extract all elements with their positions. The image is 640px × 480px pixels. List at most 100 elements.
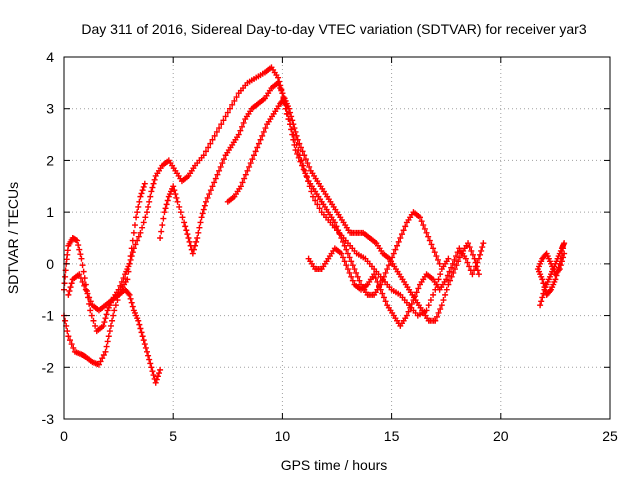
data-point	[435, 309, 442, 316]
data-point	[425, 302, 432, 309]
data-point	[428, 241, 435, 248]
data-point	[453, 262, 460, 269]
data-point	[418, 218, 425, 225]
data-point	[478, 247, 485, 254]
data-point	[164, 197, 171, 204]
data-point	[384, 266, 391, 273]
data-point	[341, 258, 348, 265]
data-point	[153, 376, 160, 383]
tick-layer: 0 5 10 15 20 25 -3 -2 -1 0 1 2 3 4	[42, 49, 618, 444]
x-tick-label: 20	[493, 428, 509, 444]
data-point	[141, 180, 148, 187]
data-point	[86, 294, 93, 301]
data-point	[295, 154, 302, 161]
data-point	[107, 322, 114, 329]
data-point	[79, 262, 86, 269]
data-point	[344, 250, 351, 257]
data-point	[288, 113, 295, 120]
data-point	[289, 131, 296, 138]
data-point	[163, 201, 170, 208]
data-point	[220, 156, 227, 163]
data-point	[371, 271, 378, 278]
data-point	[157, 366, 164, 373]
data-point	[260, 128, 267, 135]
data-point	[112, 302, 119, 309]
data-point	[309, 193, 316, 200]
data-point	[426, 237, 433, 244]
data-point	[541, 284, 548, 291]
data-point	[161, 209, 168, 216]
y-tick-label: 2	[46, 152, 54, 168]
data-point	[449, 260, 456, 267]
data-point	[197, 219, 204, 226]
y-tick-label: -2	[42, 359, 55, 375]
data-point	[410, 297, 417, 304]
x-tick-label: 5	[169, 428, 177, 444]
data-point	[468, 247, 475, 254]
data-points-layer	[61, 64, 568, 386]
data-point	[216, 125, 223, 132]
data-point	[231, 97, 238, 104]
data-point	[433, 313, 440, 320]
data-point	[379, 277, 386, 284]
data-point	[233, 94, 240, 101]
data-point	[181, 219, 188, 226]
data-point	[87, 298, 94, 305]
data-point	[138, 190, 145, 197]
data-point	[279, 90, 286, 97]
data-point	[443, 286, 450, 293]
data-point	[235, 131, 242, 138]
data-point	[288, 126, 295, 133]
data-point	[79, 278, 86, 285]
data-point	[204, 194, 211, 201]
data-point	[453, 253, 460, 260]
data-point	[415, 285, 422, 292]
data-point	[537, 302, 544, 309]
data-point	[294, 136, 301, 143]
data-point	[397, 235, 404, 241]
data-point	[451, 256, 458, 263]
data-point	[348, 258, 355, 265]
data-point	[65, 333, 72, 340]
data-point	[538, 298, 545, 305]
data-point	[75, 242, 82, 249]
data-point	[126, 291, 133, 298]
data-point	[376, 282, 383, 289]
data-point	[118, 278, 125, 285]
data-point	[448, 273, 455, 280]
data-point	[380, 294, 387, 301]
data-point	[124, 276, 131, 283]
data-point	[335, 227, 342, 234]
data-point	[173, 194, 180, 201]
data-point	[346, 254, 353, 261]
data-point	[196, 224, 203, 231]
data-point	[296, 140, 303, 147]
data-point	[140, 219, 147, 226]
data-point	[102, 348, 109, 355]
data-point	[128, 253, 135, 260]
data-point	[137, 325, 144, 332]
data-point	[137, 193, 144, 200]
data-point	[129, 249, 136, 256]
data-point	[398, 231, 405, 238]
data-point	[480, 240, 487, 247]
data-point	[199, 210, 206, 217]
data-point	[131, 222, 138, 229]
data-point	[257, 136, 264, 143]
x-axis-label: GPS time / hours	[281, 457, 388, 473]
data-point	[138, 329, 145, 336]
data-point	[78, 255, 85, 262]
data-point	[312, 197, 319, 204]
data-point	[61, 280, 68, 287]
data-point	[421, 225, 428, 232]
data-point	[97, 358, 104, 365]
data-point	[556, 266, 563, 273]
data-point	[206, 191, 213, 198]
data-point	[125, 290, 132, 297]
data-point	[152, 379, 159, 386]
data-point	[475, 271, 482, 278]
data-point	[292, 128, 299, 135]
data-point	[160, 215, 167, 222]
data-point	[146, 356, 153, 363]
data-point	[88, 312, 95, 319]
